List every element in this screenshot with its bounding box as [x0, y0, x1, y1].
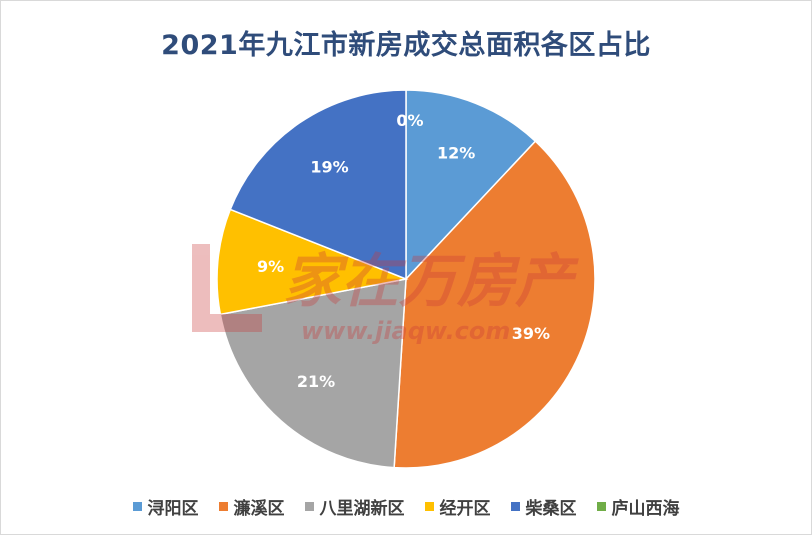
watermark-brand: 家在万房产	[283, 247, 579, 315]
legend-label: 柴桑区	[525, 499, 577, 519]
watermark-logo-bar	[192, 244, 210, 332]
legend-item-4: 柴桑区	[510, 494, 577, 519]
legend-swatch	[424, 502, 434, 511]
watermark: 家在万房产 www.jiaqw.com	[192, 244, 579, 345]
data-label-0: 12%	[437, 143, 475, 162]
legend-swatch	[218, 502, 228, 511]
slice-1	[393, 140, 596, 469]
watermark-logo-base	[192, 314, 262, 332]
data-label-2: 21%	[297, 372, 335, 391]
legend-swatch	[510, 502, 520, 511]
legend-swatch	[132, 502, 142, 511]
slice-3	[216, 208, 409, 316]
data-label-4: 19%	[310, 157, 348, 176]
legend-label: 庐山西海	[611, 499, 680, 519]
legend-item-0: 浔阳区	[132, 494, 199, 519]
data-label-5: 0%	[396, 111, 423, 130]
legend-item-1: 濂溪区	[218, 494, 285, 519]
legend-label: 经开区	[439, 499, 491, 519]
watermark-url: www.jiaqw.com	[301, 317, 510, 345]
legend-item-5: 庐山西海	[596, 494, 680, 519]
legend-label: 濂溪区	[233, 499, 285, 519]
slice-2	[219, 278, 407, 469]
slice-4	[229, 89, 407, 281]
legend-label: 浔阳区	[147, 499, 199, 519]
chart-legend: 浔阳区 濂溪区 八里湖新区 经开区 柴桑区 庐山西海	[1, 494, 811, 519]
legend-swatch	[304, 502, 314, 511]
slice-0	[405, 89, 537, 281]
legend-item-3: 经开区	[424, 494, 491, 519]
data-label-3: 9%	[257, 257, 284, 276]
pie-slices	[216, 89, 596, 469]
legend-item-2: 八里湖新区	[304, 494, 405, 519]
chart-title: 2021年九江市新房成交总面积各区占比	[161, 30, 651, 61]
pie-data-labels: 12% 39% 21% 9% 19% 0%	[257, 111, 550, 391]
legend-swatch	[596, 502, 606, 511]
legend-label: 八里湖新区	[319, 499, 405, 519]
data-label-1: 39%	[512, 324, 550, 343]
